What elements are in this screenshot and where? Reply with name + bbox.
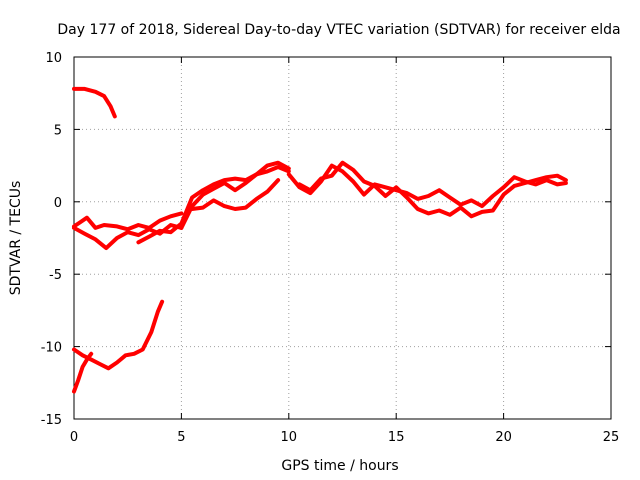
y-tick-label: -5 xyxy=(49,268,62,283)
plot-frame xyxy=(73,56,612,420)
series-line-track-5 xyxy=(72,211,184,232)
y-tick-label: 0 xyxy=(54,196,62,211)
x-axis-label: GPS time / hours xyxy=(281,458,398,474)
series-line-track-1 xyxy=(72,86,117,119)
y-tick-label: -15 xyxy=(41,413,62,428)
series-line-track-8 xyxy=(190,178,281,211)
x-tick-label: 10 xyxy=(281,430,298,445)
x-tick-label: 0 xyxy=(70,430,78,445)
y-tick-label: 10 xyxy=(45,51,62,66)
grid-lines xyxy=(74,57,611,419)
series-line-track-3 xyxy=(72,351,94,394)
x-tick-label: 25 xyxy=(603,430,620,445)
series-line-track-10 xyxy=(297,160,568,219)
y-axis-label: SDTVAR / TECUs xyxy=(8,181,24,296)
chart-title: Day 177 of 2018, Sidereal Day-to-day VTE… xyxy=(57,22,620,38)
y-tick-label: 5 xyxy=(54,123,62,138)
x-tick-label: 15 xyxy=(388,430,405,445)
y-tick-label: -10 xyxy=(41,341,62,356)
series-line-track-9 xyxy=(286,163,568,209)
series-line-track-7 xyxy=(179,160,291,230)
x-tick-label: 5 xyxy=(177,430,185,445)
axis-ticks: 0 5 10 15 20 25 10 5 0 -5 -10 -15 xyxy=(41,51,620,445)
data-series xyxy=(72,86,568,394)
series-line-track-6 xyxy=(136,165,291,245)
x-tick-label: 20 xyxy=(495,430,512,445)
